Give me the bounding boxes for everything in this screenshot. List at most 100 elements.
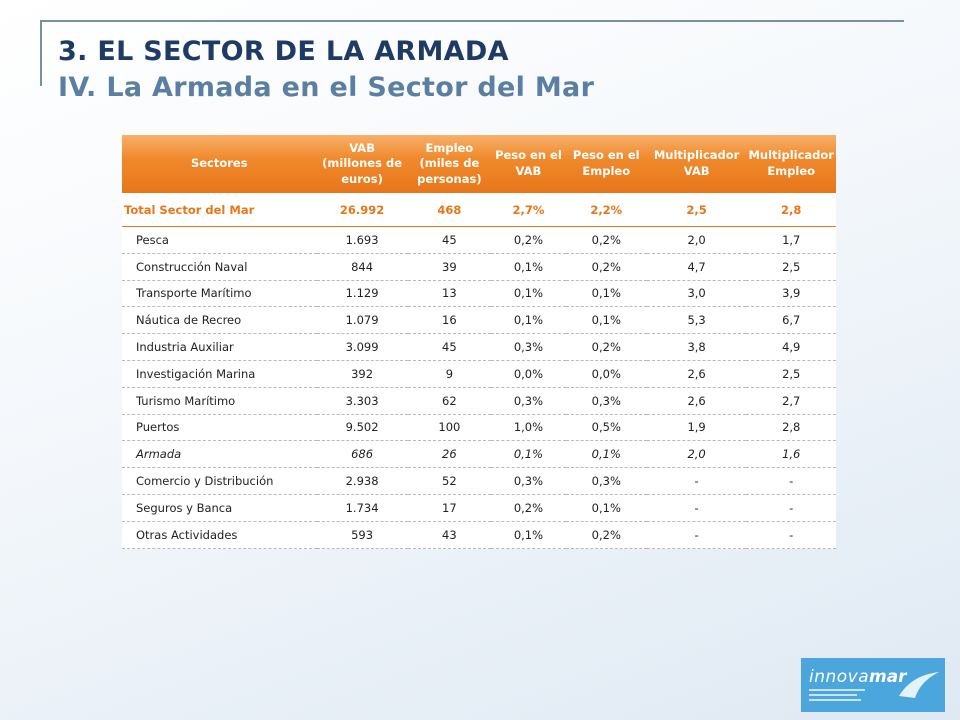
value-cell: 0,1% (491, 280, 566, 308)
sector-name-cell: Turismo Marítimo (122, 387, 317, 415)
value-cell: 0,2% (565, 521, 647, 549)
sector-name-cell: Construcción Naval (122, 253, 317, 281)
value-cell: 2,2% (565, 193, 647, 227)
value-cell: 100 (407, 414, 492, 442)
sector-name-cell: Comercio y Distribución (122, 467, 317, 495)
slide-title: 3. EL SECTOR DE LA ARMADA (58, 36, 509, 67)
sector-name-cell: Investigación Marina (122, 360, 317, 388)
value-cell: 2,0 (646, 440, 747, 469)
value-cell: 52 (407, 467, 492, 495)
value-cell: 2,6 (646, 387, 747, 415)
value-cell: 1.129 (316, 280, 408, 308)
value-cell: 9.502 (316, 414, 408, 442)
value-cell: 0,3% (565, 467, 647, 495)
column-header: VAB (millones de euros) (316, 135, 408, 193)
value-cell: 3,9 (746, 280, 836, 308)
column-header: Empleo (miles de personas) (407, 135, 492, 193)
logo-wordmark: innova (809, 667, 869, 687)
value-cell: 0,2% (565, 333, 647, 361)
table-row: Transporte Marítimo 1.129 13 0,1% 0,1% 3,0 3,9 (122, 280, 836, 308)
logo-tagline-line (809, 699, 861, 701)
value-cell: 1,9 (646, 414, 747, 442)
value-cell: 0,1% (565, 280, 647, 308)
frame-left-line (40, 20, 42, 86)
value-cell: 3.099 (316, 333, 408, 361)
value-cell: 0,2% (491, 226, 566, 254)
value-cell: - (646, 521, 747, 549)
table-row: Construcción Naval 844 39 0,1% 0,2% 4,7 2,5 (122, 253, 836, 281)
table-row: Otras Actividades 593 43 0,1% 0,2% - - (122, 521, 836, 549)
table-row: Investigación Marina 392 9 0,0% 0,0% 2,6 2,5 (122, 360, 836, 388)
table-row: Puertos 9.502 100 1,0% 0,5% 1,9 2,8 (122, 414, 836, 442)
value-cell: 2,5 (746, 253, 836, 281)
value-cell: 0,0% (565, 360, 647, 388)
value-cell: 0,2% (491, 494, 566, 522)
value-cell: 0,5% (565, 414, 647, 442)
value-cell: 0,1% (491, 306, 566, 335)
value-cell: 392 (316, 360, 408, 388)
table-row: Turismo Marítimo 3.303 62 0,3% 0,3% 2,6 2,7 (122, 387, 836, 415)
value-cell: - (746, 467, 836, 495)
value-cell: 0,3% (491, 467, 566, 495)
value-cell: 1,7 (746, 226, 836, 254)
value-cell: 62 (407, 387, 492, 415)
value-cell: 593 (316, 521, 408, 549)
value-cell: 26 (407, 440, 492, 469)
value-cell: 844 (316, 253, 408, 281)
logo-wave-icon (899, 672, 939, 698)
value-cell: 17 (407, 494, 492, 522)
column-header: Peso en el VAB (491, 135, 566, 193)
sector-name-cell: Armada (122, 440, 317, 469)
value-cell: 0,1% (565, 494, 647, 522)
table-row: Armada 686 26 0,1% 0,1% 2,0 1,6 (122, 440, 836, 469)
value-cell: 0,2% (565, 226, 647, 254)
value-cell: - (646, 467, 747, 495)
value-cell: 5,3 (646, 306, 747, 335)
sector-name-cell: Transporte Marítimo (122, 280, 317, 308)
logo-tagline-line (809, 689, 865, 691)
value-cell: 0,1% (491, 521, 566, 549)
value-cell: 4,9 (746, 333, 836, 361)
total-row: Total Sector del Mar 26.992 468 2,7% 2,2% 2,5… (122, 193, 836, 227)
value-cell: 26.992 (316, 193, 408, 227)
value-cell: - (746, 494, 836, 522)
slide-subtitle: IV. La Armada en el Sector del Mar (58, 72, 595, 103)
sector-table: Sectores VAB (millones de euros) Empleo … (122, 135, 836, 549)
value-cell: 0,1% (565, 306, 647, 335)
value-cell: 0,2% (565, 253, 647, 281)
column-header: Multiplicador Empleo (746, 135, 836, 193)
sector-name-cell: Puertos (122, 414, 317, 442)
value-cell: 468 (407, 193, 492, 227)
column-header: Peso en el Empleo (565, 135, 647, 193)
value-cell: 2,5 (646, 193, 747, 227)
logo-tagline-line (809, 694, 857, 696)
sector-name-cell: Náutica de Recreo (122, 306, 317, 335)
value-cell: 2,7% (491, 193, 566, 227)
sector-name-cell: Seguros y Banca (122, 494, 317, 522)
value-cell: - (646, 494, 747, 522)
sector-name-cell: Total Sector del Mar (122, 193, 317, 227)
table-header-row: Sectores VAB (millones de euros) Empleo … (122, 135, 836, 193)
innovamar-logo: innova mar (801, 658, 945, 712)
value-cell: 43 (407, 521, 492, 549)
value-cell: 1,6 (746, 440, 836, 469)
value-cell: - (746, 521, 836, 549)
value-cell: 9 (407, 360, 492, 388)
value-cell: 2,7 (746, 387, 836, 415)
value-cell: 6,7 (746, 306, 836, 335)
value-cell: 3,0 (646, 280, 747, 308)
value-cell: 0,3% (565, 387, 647, 415)
value-cell: 45 (407, 333, 492, 361)
table-row: Comercio y Distribución 2.938 52 0,3% 0,3% - - (122, 467, 836, 495)
column-header: Multiplicador VAB (646, 135, 747, 193)
value-cell: 3.303 (316, 387, 408, 415)
value-cell: 16 (407, 306, 492, 335)
table-row: Seguros y Banca 1.734 17 0,2% 0,1% - - (122, 494, 836, 522)
sector-name-cell: Industria Auxiliar (122, 333, 317, 361)
value-cell: 2,6 (646, 360, 747, 388)
value-cell: 0,1% (491, 253, 566, 281)
value-cell: 0,3% (491, 387, 566, 415)
value-cell: 2,5 (746, 360, 836, 388)
value-cell: 1.079 (316, 306, 408, 335)
table-row: Pesca 1.693 45 0,2% 0,2% 2,0 1,7 (122, 226, 836, 254)
